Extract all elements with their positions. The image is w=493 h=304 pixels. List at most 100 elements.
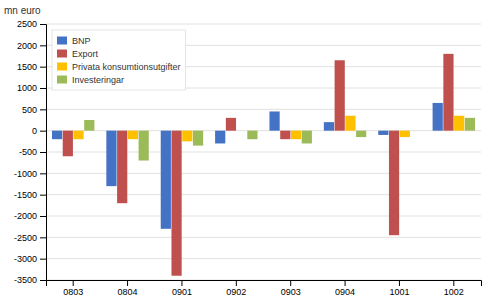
bar	[171, 131, 181, 276]
tick-mark	[40, 24, 46, 25]
bar	[345, 116, 355, 131]
tick-label: -1500	[14, 190, 37, 200]
tick: 0803	[63, 280, 83, 297]
tick-mark	[181, 280, 182, 286]
tick: -500	[19, 147, 46, 157]
tick-mark	[40, 237, 46, 238]
bar	[465, 118, 475, 131]
tick: 1001	[389, 280, 409, 297]
tick-label: -2000	[14, 211, 37, 221]
bar	[161, 131, 171, 229]
tick: 1000	[17, 83, 46, 93]
plot: -3500 -3000 -2500 -2000 -1500 -1000 -500 0 500 10…	[14, 19, 482, 297]
tick-label: 0901	[172, 287, 192, 297]
tick: 2500	[17, 19, 46, 29]
legend-label: Privata konsumtionsutgifter	[72, 62, 181, 72]
tick: -2000	[14, 211, 46, 221]
tick-mark	[40, 195, 46, 196]
bar	[237, 130, 247, 131]
tick: 0	[32, 126, 46, 136]
bar	[280, 131, 290, 140]
bar	[454, 116, 464, 131]
bar	[139, 131, 149, 161]
tick-mark	[40, 45, 46, 46]
tick-label: 1500	[17, 62, 37, 72]
legend-item: Export	[57, 49, 99, 59]
tick: -2500	[14, 233, 46, 243]
tick-label: 0904	[335, 287, 355, 297]
bar	[226, 118, 236, 131]
bar	[193, 131, 203, 146]
bar	[182, 131, 192, 142]
tick-mark	[290, 280, 291, 286]
legend: BNP Export Privata konsumtionsutgifter Inve…	[52, 30, 186, 90]
bar	[84, 120, 94, 131]
chart: -3500 -3000 -2500 -2000 -1500 -1000 -500 0 500 10…	[0, 0, 493, 304]
tick: -1000	[14, 169, 46, 179]
tick: 0902	[226, 280, 246, 297]
grid-line	[46, 258, 481, 259]
bar	[433, 103, 443, 131]
bar	[302, 131, 312, 144]
tick-label: 0	[32, 126, 37, 136]
series	[84, 118, 475, 161]
grid-line	[46, 24, 481, 25]
bar	[410, 130, 420, 131]
tick-label: 2500	[17, 19, 37, 29]
tick-mark	[40, 88, 46, 89]
grid-line	[46, 109, 481, 110]
legend-item: BNP	[57, 36, 91, 46]
tick-label: 1000	[17, 83, 37, 93]
bar	[378, 131, 388, 135]
legend-item: Privata konsumtionsutgifter	[57, 62, 181, 72]
bar	[117, 131, 127, 204]
tick-label: -500	[19, 147, 37, 157]
legend-label: Investeringar	[72, 75, 124, 85]
bar	[73, 131, 83, 140]
axis-title: mn euro	[4, 5, 41, 16]
tick: 0804	[118, 280, 138, 297]
legend-label: Export	[72, 49, 99, 59]
tick-label: -2500	[14, 233, 37, 243]
bar	[247, 131, 257, 140]
tick-mark	[345, 280, 346, 286]
bar	[215, 131, 225, 144]
bar	[324, 122, 334, 131]
legend-label: BNP	[72, 36, 91, 46]
grid-line	[46, 216, 481, 217]
tick-label: -3500	[14, 275, 37, 285]
series	[52, 103, 443, 229]
bar	[356, 131, 366, 137]
x-axis: 0803 0804 0901 0902 0903 0904 1001 1002	[47, 280, 482, 297]
legend-swatch	[57, 63, 67, 71]
tick: 0901	[172, 280, 192, 297]
tick-mark	[236, 280, 237, 286]
tick-mark	[40, 280, 46, 281]
tick-mark	[40, 259, 46, 260]
tick-mark	[453, 280, 454, 286]
tick-mark	[127, 280, 128, 286]
tick: 2000	[17, 41, 46, 51]
bar	[63, 131, 73, 157]
tick-mark	[399, 280, 400, 286]
axis-line	[47, 281, 482, 287]
tick-label: 500	[22, 105, 37, 115]
tick-label: 0804	[118, 287, 138, 297]
bar	[128, 131, 138, 140]
tick: -3000	[14, 254, 46, 264]
tick-mark	[40, 131, 46, 132]
tick-label: 0903	[281, 287, 301, 297]
bar	[52, 131, 62, 140]
tick: -1500	[14, 190, 46, 200]
axis-line	[40, 25, 47, 281]
legend-swatch	[57, 50, 67, 58]
tick-label: -1000	[14, 169, 37, 179]
tick-label: 0803	[63, 287, 83, 297]
grid-line	[46, 237, 481, 238]
tick-label: 0902	[226, 287, 246, 297]
series	[73, 116, 464, 142]
tick-mark	[40, 109, 46, 110]
tick-label: 1002	[444, 287, 464, 297]
bar	[269, 111, 279, 130]
tick: 500	[22, 105, 46, 115]
